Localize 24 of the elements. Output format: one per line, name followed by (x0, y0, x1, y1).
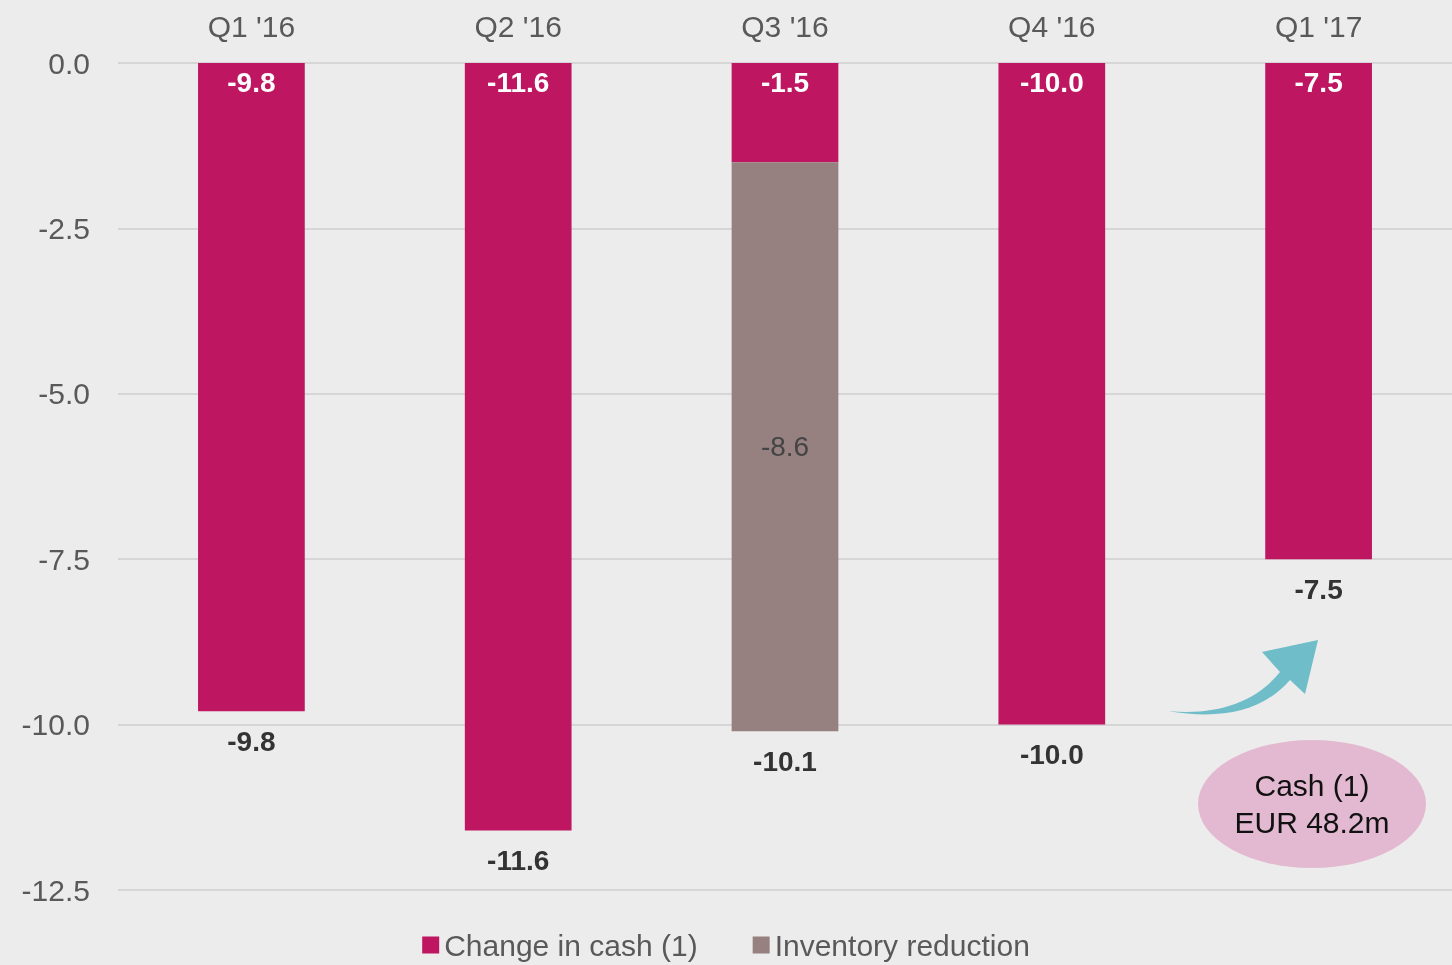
x-tick-label: Q2 '16 (474, 9, 562, 43)
y-tick-label: -7.5 (38, 542, 90, 576)
x-tick-label: Q4 '16 (1008, 9, 1096, 43)
y-tick-label: -12.5 (21, 873, 90, 907)
total-label: -10.0 (1019, 739, 1084, 771)
y-tick-label: 0.0 (48, 46, 90, 80)
data-label: -8.6 (760, 431, 810, 463)
legend-label: Change in cash (1) (444, 928, 698, 962)
y-tick-label: -2.5 (38, 211, 90, 245)
y-tick-label: -10.0 (21, 708, 90, 742)
x-tick-label: Q3 '16 (741, 9, 829, 43)
data-label: -10.0 (1019, 66, 1084, 98)
data-label: -9.8 (227, 66, 276, 98)
y-tick-label: -5.0 (38, 377, 90, 411)
x-tick-label: Q1 '16 (207, 9, 296, 43)
x-tick-label: Q1 '17 (1274, 9, 1363, 43)
total-label: -11.6 (487, 844, 550, 876)
data-label: -1.5 (760, 66, 810, 98)
total-label: -10.1 (753, 745, 817, 777)
legend-label: Inventory reduction (774, 928, 1030, 962)
data-label: -11.6 (487, 66, 550, 98)
total-label: -7.5 (1294, 573, 1343, 605)
total-label: -9.8 (227, 725, 276, 757)
data-label: -7.5 (1294, 66, 1343, 98)
